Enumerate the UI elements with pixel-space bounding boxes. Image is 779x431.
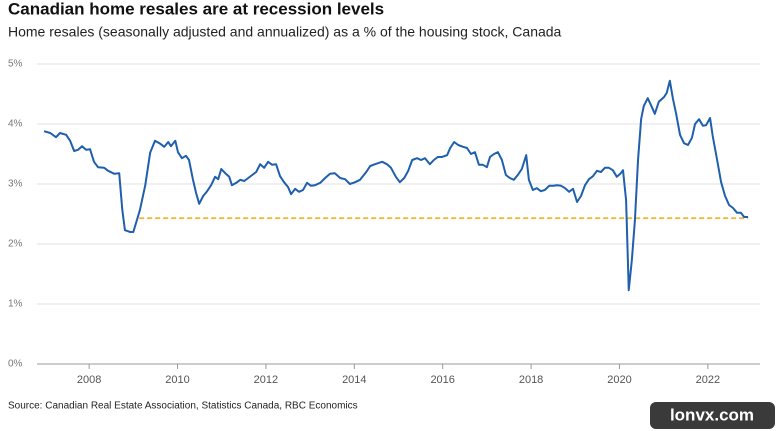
y-tick-label: 4%	[8, 119, 23, 130]
watermark: lonvx.com	[670, 405, 754, 424]
x-tick-label: 2016	[430, 374, 454, 386]
source-note: Source: Canadian Real Estate Association…	[8, 401, 358, 412]
x-tick-label: 2014	[342, 374, 366, 386]
chart-title: Canadian home resales are at recession l…	[8, 0, 384, 18]
x-tick-label: 2022	[696, 374, 720, 386]
chart-subtitle: Home resales (seasonally adjusted and an…	[8, 24, 562, 40]
y-tick-label: 1%	[8, 299, 23, 310]
watermark-box	[650, 402, 775, 429]
x-tick-label: 2012	[254, 374, 278, 386]
x-tick-label: 2018	[519, 374, 543, 386]
y-tick-label: 0%	[8, 359, 23, 370]
y-tick-label: 3%	[8, 179, 23, 190]
x-tick-label: 2008	[77, 374, 101, 386]
x-tick-label: 2010	[165, 374, 189, 386]
x-tick-label: 2020	[607, 374, 631, 386]
y-tick-label: 2%	[8, 239, 23, 250]
data-line	[43, 79, 749, 292]
y-tick-label: 5%	[8, 59, 23, 70]
